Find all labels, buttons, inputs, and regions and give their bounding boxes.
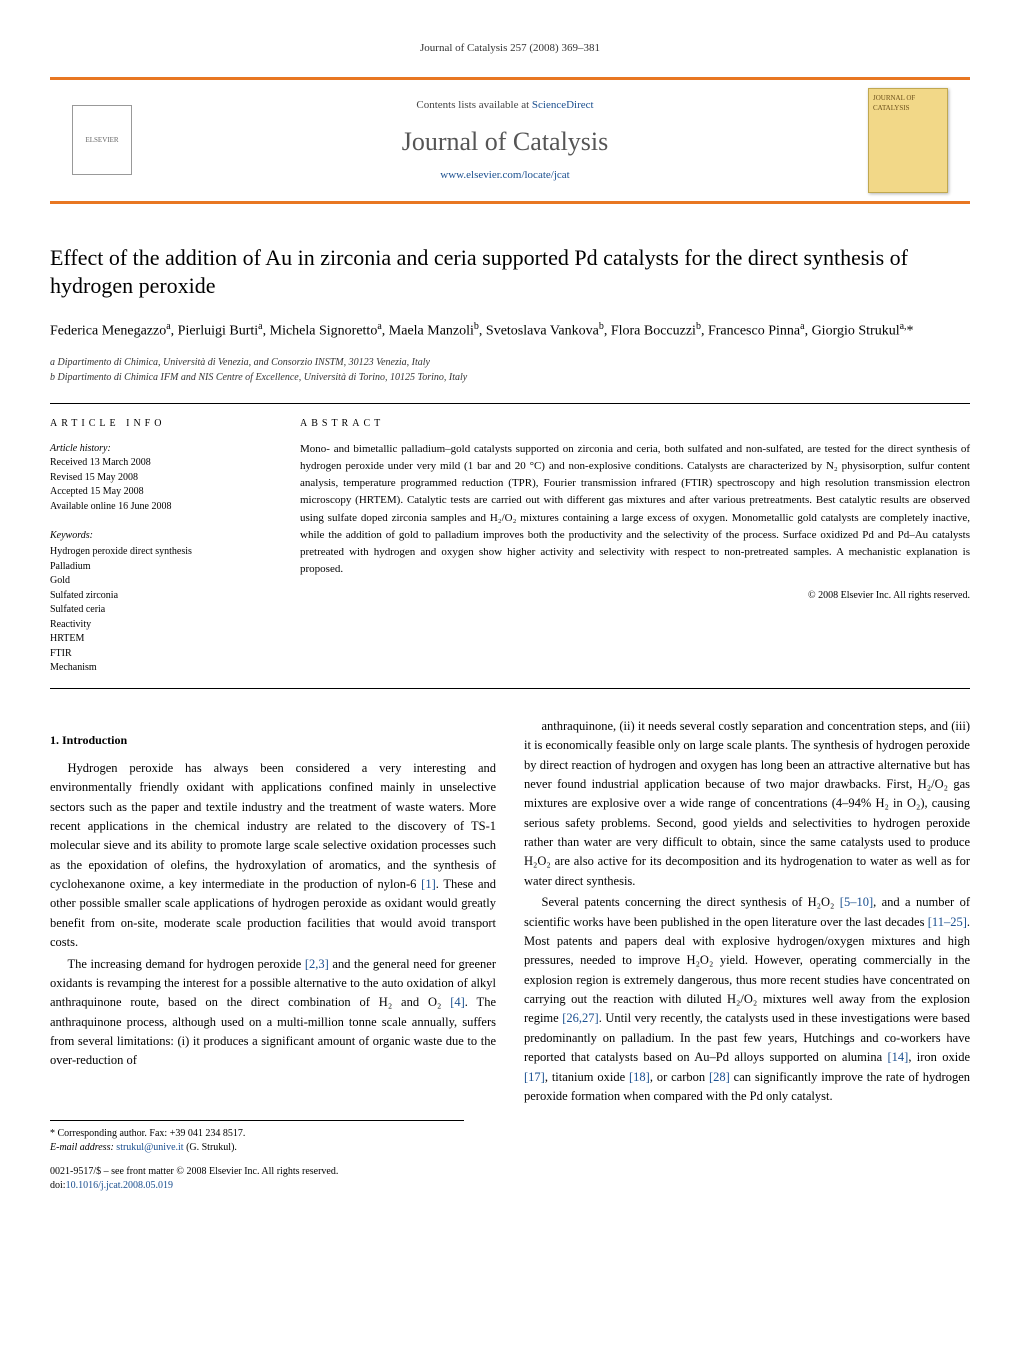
history-revised: Revised 15 May 2008 xyxy=(50,471,270,486)
history-online: Available online 16 June 2008 xyxy=(50,500,270,515)
info-abstract-block: ARTICLE INFO Article history: Received 1… xyxy=(50,403,970,689)
ref-link[interactable]: [26,27] xyxy=(562,1011,598,1025)
body-two-column: 1. Introduction Hydrogen peroxide has al… xyxy=(50,717,970,1107)
ref-link[interactable]: [28] xyxy=(709,1070,730,1084)
abstract-column: ABSTRACT Mono- and bimetallic palladium–… xyxy=(300,404,970,688)
contents-available-line: Contents lists available at ScienceDirec… xyxy=(142,97,868,114)
cover-line2: CATALYSIS xyxy=(873,103,943,114)
paragraph: The increasing demand for hydrogen perox… xyxy=(50,955,496,1071)
paragraph: Several patents concerning the direct sy… xyxy=(524,893,970,1106)
ref-link[interactable]: [1] xyxy=(421,877,436,891)
keyword: Gold xyxy=(50,574,270,589)
keywords-label: Keywords: xyxy=(50,528,270,543)
sciencedirect-link[interactable]: ScienceDirect xyxy=(532,99,594,111)
journal-cover-box: JOURNAL OF CATALYSIS xyxy=(868,88,958,193)
cover-line1: JOURNAL OF xyxy=(873,93,943,104)
contents-prefix: Contents lists available at xyxy=(416,99,531,111)
keyword: Sulfated ceria xyxy=(50,603,270,618)
ref-link[interactable]: [5–10] xyxy=(840,895,873,909)
article-info-label: ARTICLE INFO xyxy=(50,416,270,431)
keyword: HRTEM xyxy=(50,632,270,647)
banner-center: Contents lists available at ScienceDirec… xyxy=(142,97,868,183)
history-label: Article history: xyxy=(50,441,270,456)
issn-copyright-line: 0021-9517/$ – see front matter © 2008 El… xyxy=(50,1165,970,1179)
doi-prefix: doi: xyxy=(50,1180,66,1191)
keyword: Sulfated zirconia xyxy=(50,589,270,604)
abstract-text: Mono- and bimetallic palladium–gold cata… xyxy=(300,441,970,577)
journal-name: Journal of Catalysis xyxy=(142,122,868,161)
corr-email-link[interactable]: strukul@unive.it xyxy=(116,1142,183,1153)
journal-banner: ELSEVIER Contents lists available at Sci… xyxy=(50,77,970,204)
journal-cover-icon: JOURNAL OF CATALYSIS xyxy=(868,88,948,193)
affiliations: a Dipartimento di Chimica, Università di… xyxy=(50,355,970,385)
doi-line: doi:10.1016/j.jcat.2008.05.019 xyxy=(50,1179,970,1193)
keyword: Reactivity xyxy=(50,618,270,633)
history-accepted: Accepted 15 May 2008 xyxy=(50,485,270,500)
running-header: Journal of Catalysis 257 (2008) 369–381 xyxy=(50,40,970,57)
paragraph: anthraquinone, (ii) it needs several cos… xyxy=(524,717,970,891)
ref-link[interactable]: [2,3] xyxy=(305,957,329,971)
ref-link[interactable]: [4] xyxy=(450,995,465,1009)
ref-link[interactable]: [18] xyxy=(629,1070,650,1084)
article-title: Effect of the addition of Au in zirconia… xyxy=(50,244,970,301)
elsevier-logo-icon: ELSEVIER xyxy=(72,105,132,175)
abstract-copyright: © 2008 Elsevier Inc. All rights reserved… xyxy=(300,588,970,603)
keyword: FTIR xyxy=(50,647,270,662)
corresponding-author-footnote: * Corresponding author. Fax: +39 041 234… xyxy=(50,1120,464,1155)
corr-author-line: * Corresponding author. Fax: +39 041 234… xyxy=(50,1127,464,1141)
email-label: E-mail address: xyxy=(50,1142,116,1153)
article-info-column: ARTICLE INFO Article history: Received 1… xyxy=(50,404,270,688)
front-matter-footer: 0021-9517/$ – see front matter © 2008 El… xyxy=(50,1165,970,1193)
keywords-block: Keywords: Hydrogen peroxide direct synth… xyxy=(50,528,270,676)
journal-url[interactable]: www.elsevier.com/locate/jcat xyxy=(142,167,868,184)
affiliation-a: a Dipartimento di Chimica, Università di… xyxy=(50,355,970,370)
author-list: Federica Menegazzoa, Pierluigi Burtia, M… xyxy=(50,319,970,342)
ref-link[interactable]: [17] xyxy=(524,1070,545,1084)
abstract-label: ABSTRACT xyxy=(300,416,970,431)
keyword: Palladium xyxy=(50,560,270,575)
paragraph: Hydrogen peroxide has always been consid… xyxy=(50,759,496,953)
corr-email-line: E-mail address: strukul@unive.it (G. Str… xyxy=(50,1141,464,1155)
doi-link[interactable]: 10.1016/j.jcat.2008.05.019 xyxy=(66,1180,174,1191)
history-received: Received 13 March 2008 xyxy=(50,456,270,471)
article-history: Article history: Received 13 March 2008 … xyxy=(50,441,270,514)
affiliation-b: b Dipartimento di Chimica IFM and NIS Ce… xyxy=(50,370,970,385)
keyword: Hydrogen peroxide direct synthesis xyxy=(50,545,270,560)
ref-link[interactable]: [14] xyxy=(888,1050,909,1064)
keyword: Mechanism xyxy=(50,661,270,676)
publisher-label: ELSEVIER xyxy=(85,135,118,146)
section-heading-intro: 1. Introduction xyxy=(50,731,496,749)
email-suffix: (G. Strukul). xyxy=(184,1142,237,1153)
ref-link[interactable]: [11–25] xyxy=(928,915,967,929)
publisher-logo-box: ELSEVIER xyxy=(62,105,142,175)
